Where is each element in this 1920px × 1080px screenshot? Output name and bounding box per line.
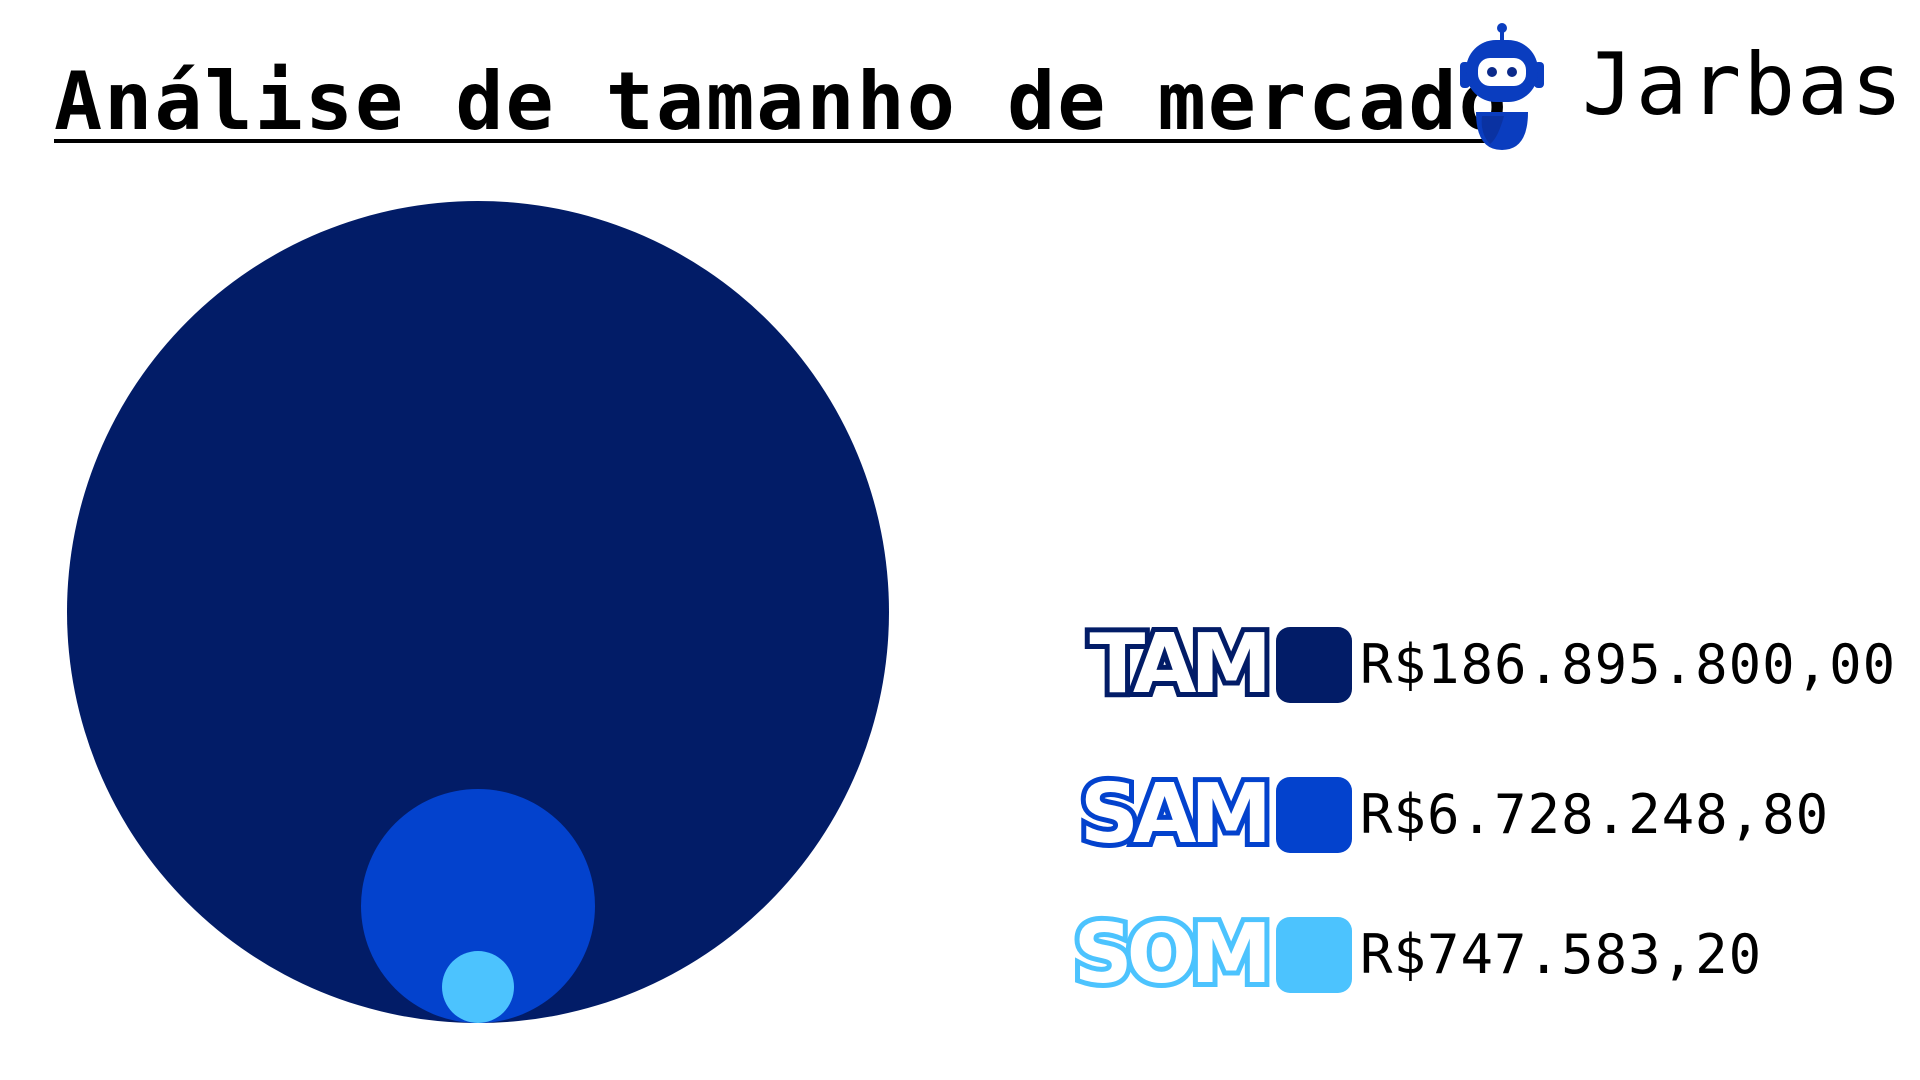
- market-size-chart: [67, 201, 889, 1023]
- brand: Jarbas: [1460, 20, 1905, 150]
- legend-label-sam: SAM: [1075, 765, 1277, 865]
- circle-tam: [67, 201, 889, 1023]
- page-title: Análise de tamanho de mercado: [54, 55, 1509, 148]
- legend-item-sam: SAM R$6.728.248,80: [1060, 765, 1830, 865]
- legend-swatch-sam: [1276, 777, 1352, 853]
- legend-value-som: R$747.583,20: [1360, 923, 1763, 986]
- legend-label-tam: TAM: [1084, 615, 1277, 715]
- legend-value-sam: R$6.728.248,80: [1360, 783, 1830, 846]
- legend-swatch-som: [1276, 917, 1352, 993]
- circle-sam: [361, 789, 595, 1023]
- brand-name: Jarbas: [1582, 35, 1905, 135]
- legend-item-tam: TAM R$186.895.800,00: [1060, 615, 1897, 715]
- legend-item-som: SOM R$747.583,20: [1060, 905, 1763, 1005]
- circle-som: [442, 951, 514, 1023]
- robot-mascot-icon: [1460, 23, 1544, 150]
- legend-label-som: SOM: [1069, 905, 1277, 1005]
- legend-swatch-tam: [1276, 627, 1352, 703]
- legend-value-tam: R$186.895.800,00: [1360, 633, 1897, 696]
